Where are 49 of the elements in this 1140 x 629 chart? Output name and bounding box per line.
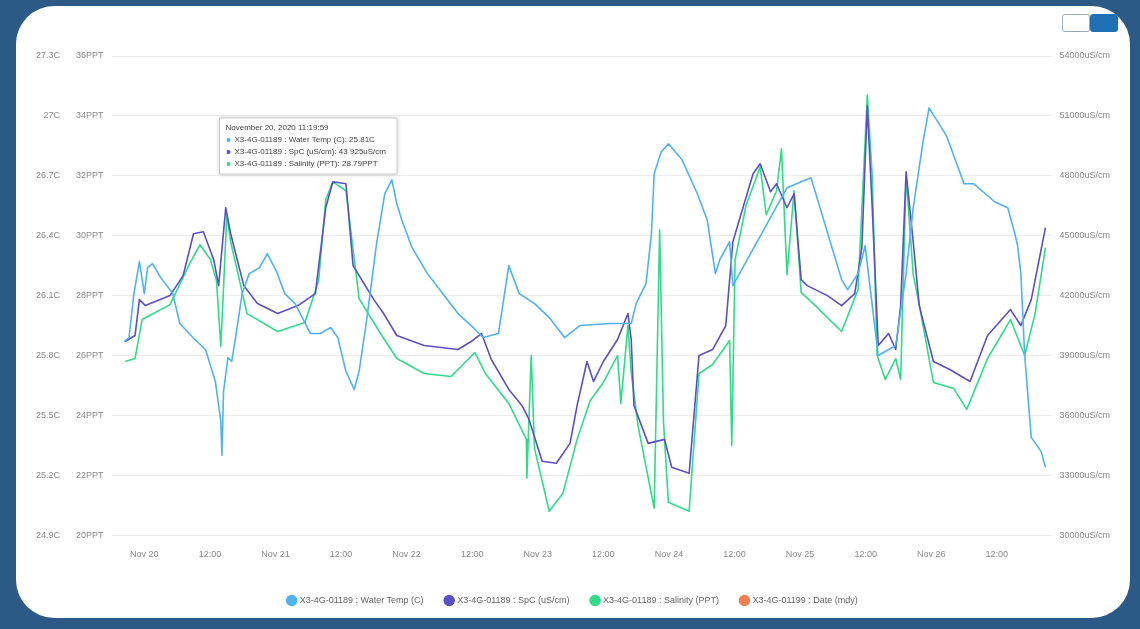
y2-tick-label: 25.2C — [35, 469, 61, 480]
y-tick-label: 24PPT — [76, 409, 105, 420]
y3-tick-label: 48000uS/cm — [1059, 170, 1111, 181]
y2-tick-label: 25.8C — [35, 349, 61, 360]
x-tick-label: Nov 23 — [523, 549, 553, 560]
annotation: X3-4G-01189 : Water Temp (C): 25.81C — [234, 135, 376, 145]
legend-label: X3-4G-01199 : Date (mdy) — [752, 594, 858, 605]
y3-tick-label: 42000uS/cm — [1059, 290, 1111, 301]
y-tick-label: 28PPT — [76, 290, 105, 301]
x-tick-label: Nov 22 — [392, 549, 421, 560]
y3-tick-label: 54000uS/cm — [1059, 50, 1111, 61]
x-tick-label: Nov 24 — [654, 549, 684, 560]
y-tick-label: 32PPT — [76, 170, 105, 181]
y2-tick-label: 26.1C — [35, 290, 61, 301]
y3-tick-label: 36000uS/cm — [1059, 409, 1111, 420]
y2-tick-label: 26.4C — [35, 230, 61, 241]
y3-tick-label: 45000uS/cm — [1059, 230, 1111, 241]
annotation: November 20, 2020 11:19:59 — [225, 123, 330, 133]
x-tick-label: Nov 20 — [130, 549, 159, 560]
legend-label: X3-4G-01189 : Salinity (PPT) — [603, 594, 719, 605]
y-tick-label: 26PPT — [76, 349, 105, 360]
y-tick-label: 20PPT — [76, 529, 105, 540]
x-tick-label: 12:00 — [460, 549, 484, 560]
y2-tick-label: 27C — [43, 110, 61, 121]
x-tick-label: 12:00 — [854, 549, 877, 560]
y-tick-label: 34PPT — [76, 110, 105, 121]
y2-tick-label: 27.3C — [35, 50, 61, 61]
x-tick-label: 12:00 — [723, 549, 746, 560]
y2-tick-label: 24.9C — [35, 529, 61, 540]
y3-tick-label: 33000uS/cm — [1059, 469, 1111, 480]
y3-tick-label: 39000uS/cm — [1059, 349, 1111, 360]
y3-tick-label: 51000uS/cm — [1059, 110, 1111, 121]
annotation: X3-4G-01189 : SpC (uS/cm): 43 925uS/cm — [234, 147, 387, 157]
x-tick-label: Nov 26 — [916, 549, 946, 560]
y-tick-label: 30PPT — [76, 230, 105, 241]
x-tick-label: 12:00 — [329, 549, 353, 560]
y2-tick-label: 25.5C — [35, 409, 61, 420]
y3-tick-label: 30000uS/cm — [1059, 529, 1111, 540]
x-tick-label: 12:00 — [198, 549, 222, 560]
x-tick-label: Nov 21 — [261, 549, 290, 560]
x-tick-label: 12:00 — [985, 549, 1009, 560]
legend-label: X3-4G-01189 : Water Temp (C) — [299, 594, 424, 605]
y-tick-label: 36PPT — [76, 50, 105, 61]
annotation: X3-4G-01189 : Salinity (PPT): 28.79PPT — [234, 159, 378, 169]
x-tick-label: 12:00 — [592, 549, 615, 560]
y2-tick-label: 26.7C — [35, 170, 61, 181]
y-tick-label: 22PPT — [76, 469, 105, 480]
legend-label: X3-4G-01189 : SpC (uS/cm) — [457, 594, 570, 605]
x-tick-label: Nov 25 — [785, 549, 815, 560]
